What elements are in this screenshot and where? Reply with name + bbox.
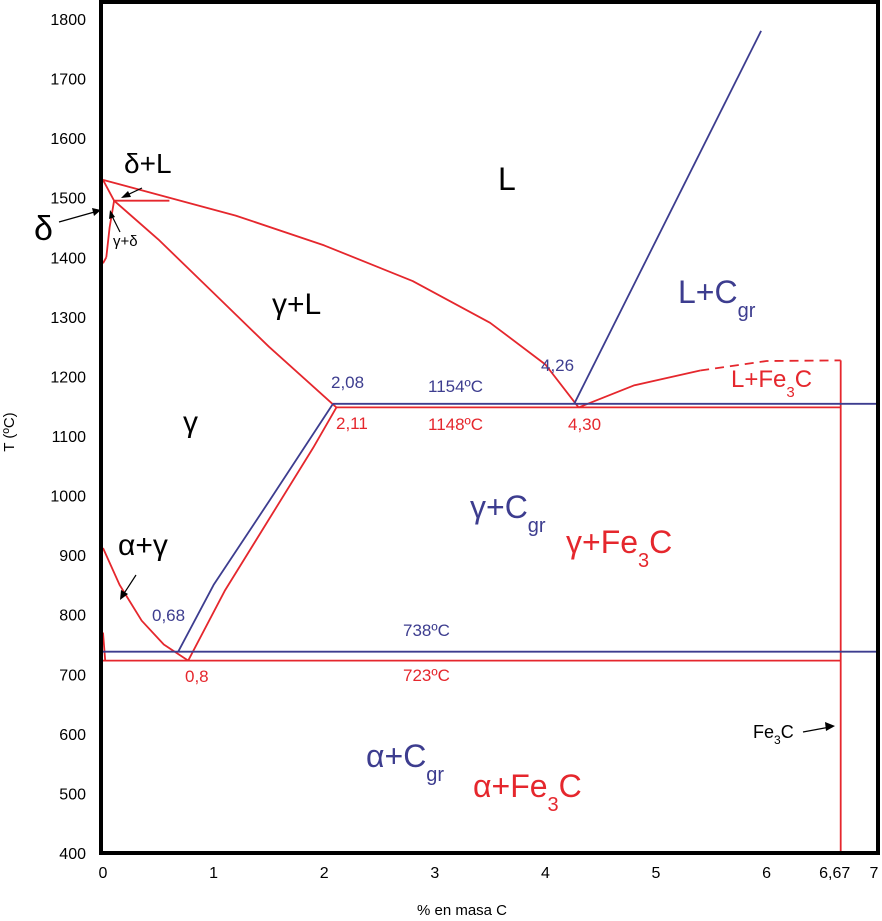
label-Fe3C-line: Fe3C [753, 722, 794, 747]
series-line-metastable-11 [700, 359, 841, 372]
arrow-gamma-delta-head [109, 210, 115, 219]
label-4-30: 4,30 [568, 415, 601, 434]
y-tick-label: 1500 [50, 191, 86, 208]
label-alpha-Cgr-sub: gr [426, 764, 444, 786]
arrow-alpha-gamma-head [120, 590, 128, 600]
label-1154: 1154ºC [428, 377, 483, 396]
label-gamma-delta: γ+δ [113, 233, 138, 250]
y-tick-label: 1200 [50, 369, 86, 386]
label-alpha-gamma: α+γ [118, 529, 168, 562]
y-tick-label: 1100 [52, 429, 87, 446]
label-4-26: 4,26 [541, 356, 574, 375]
label-0-8: 0,8 [185, 667, 209, 686]
label-gamma-Fe3C-a: γ+Fe [566, 524, 638, 560]
x-tick-label: 6 [762, 865, 771, 882]
series-line-stable-16 [573, 30, 762, 405]
label-alpha-Fe3C-sub: 3 [548, 794, 559, 816]
label-gamma-Fe3C: γ+Fe3C [566, 524, 672, 572]
label-738: 738ºC [403, 621, 450, 640]
x-tick-label: 0 [99, 865, 108, 882]
label-723: 723ºC [403, 666, 450, 685]
label-gamma-Cgr: γ+Cgr [470, 489, 546, 537]
arrow-delta-head [92, 208, 101, 216]
label-delta: δ [34, 210, 53, 248]
label-gamma-Fe3C-sub: 3 [638, 550, 649, 572]
y-tick-label: 1600 [50, 131, 86, 148]
label-1148: 1148ºC [428, 415, 483, 434]
label-Fe3C-line-sub: 3 [774, 733, 781, 747]
x-tick-label: 3 [430, 865, 439, 882]
x-tick-label: 1 [209, 865, 218, 882]
series-line-metastable-1 [102, 179, 580, 408]
y-tick-label: 700 [59, 667, 86, 684]
arrow-fe3c-head [825, 722, 835, 731]
arrow-delta-line [58, 210, 99, 223]
y-tick-label: 1000 [50, 489, 86, 506]
label-0-68: 0,68 [152, 606, 185, 625]
label-L: L [498, 161, 516, 197]
series-line-metastable-6 [102, 547, 189, 662]
arrow-delta-L-head [121, 191, 131, 198]
y-axis-label: T (ºC) [1, 412, 18, 451]
label-alpha-Cgr-main: α+C [366, 738, 426, 774]
y-tick-label: 600 [59, 727, 86, 744]
label-L-Fe3C-sub: 3 [786, 384, 794, 401]
label-alpha-Cgr: α+Cgr [366, 738, 444, 786]
label-L-Fe3C-a: L+Fe [731, 366, 786, 393]
label-2-11: 2,11 [336, 414, 368, 433]
annotation-arrows [58, 187, 835, 733]
x-tick-label: 2 [320, 865, 329, 882]
label-L-Fe3C-b: C [795, 366, 812, 393]
label-L-Fe3C: L+Fe3C [731, 366, 812, 401]
label-alpha-Fe3C: α+Fe3C [473, 768, 582, 816]
y-tick-label: 800 [59, 608, 86, 625]
x-tick-label-special: 6,67 [819, 865, 850, 882]
tick-layer: 4005006007008009001000110012001300140015… [50, 12, 878, 882]
label-gamma-L: γ+L [272, 288, 321, 321]
label-alpha-Fe3C-b: C [559, 768, 582, 804]
x-axis-label: % en masa C [417, 902, 507, 919]
y-tick-label: 1800 [50, 12, 86, 29]
series-line-metastable-4 [113, 200, 338, 409]
series-line-metastable-10 [578, 369, 701, 409]
series-line-metastable-5 [187, 406, 338, 662]
y-tick-label: 1700 [50, 72, 86, 89]
arrow-alpha-gamma-line [122, 574, 137, 596]
series-line-metastable-3 [102, 256, 108, 264]
series-layer [102, 30, 878, 853]
point-labels: 2,08 2,11 4,26 4,30 0,68 0,8 1154ºC 1148… [152, 356, 601, 686]
y-tick-label: 900 [59, 548, 86, 565]
label-alpha-Fe3C-a: α+Fe [473, 768, 548, 804]
y-tick-label: 1400 [50, 250, 86, 267]
series-line-metastable-7 [102, 632, 107, 661]
label-Fe3C-line-a: Fe [753, 722, 774, 742]
x-tick-label: 7 [870, 865, 879, 882]
label-gamma: γ [183, 406, 198, 439]
label-2-08: 2,08 [331, 373, 364, 392]
label-L-Cgr-main: L+C [678, 274, 738, 310]
y-tick-label: 1300 [50, 310, 86, 327]
x-tick-label: 5 [652, 865, 661, 882]
label-L-Cgr: L+Cgr [678, 274, 756, 322]
x-tick-label: 4 [541, 865, 550, 882]
y-tick-label: 500 [59, 786, 86, 803]
plot-frame [99, 0, 880, 855]
label-gamma-Cgr-main: γ+C [470, 489, 528, 525]
label-Fe3C-line-b: C [781, 722, 794, 742]
series-line-metastable-2 [105, 200, 115, 258]
region-labels: L δ+L δ γ+δ γ+L γ α+γ L+Cgr L+Fe3C γ+Cgr… [34, 148, 812, 816]
label-L-Cgr-sub: gr [738, 300, 756, 322]
series-line-stable-13 [177, 403, 334, 653]
label-delta-L: δ+L [124, 148, 172, 179]
y-tick-label: 400 [59, 846, 86, 863]
label-gamma-Fe3C-b: C [649, 524, 672, 560]
arrow-fe3c-line [802, 726, 831, 733]
label-gamma-Cgr-sub: gr [528, 515, 546, 537]
